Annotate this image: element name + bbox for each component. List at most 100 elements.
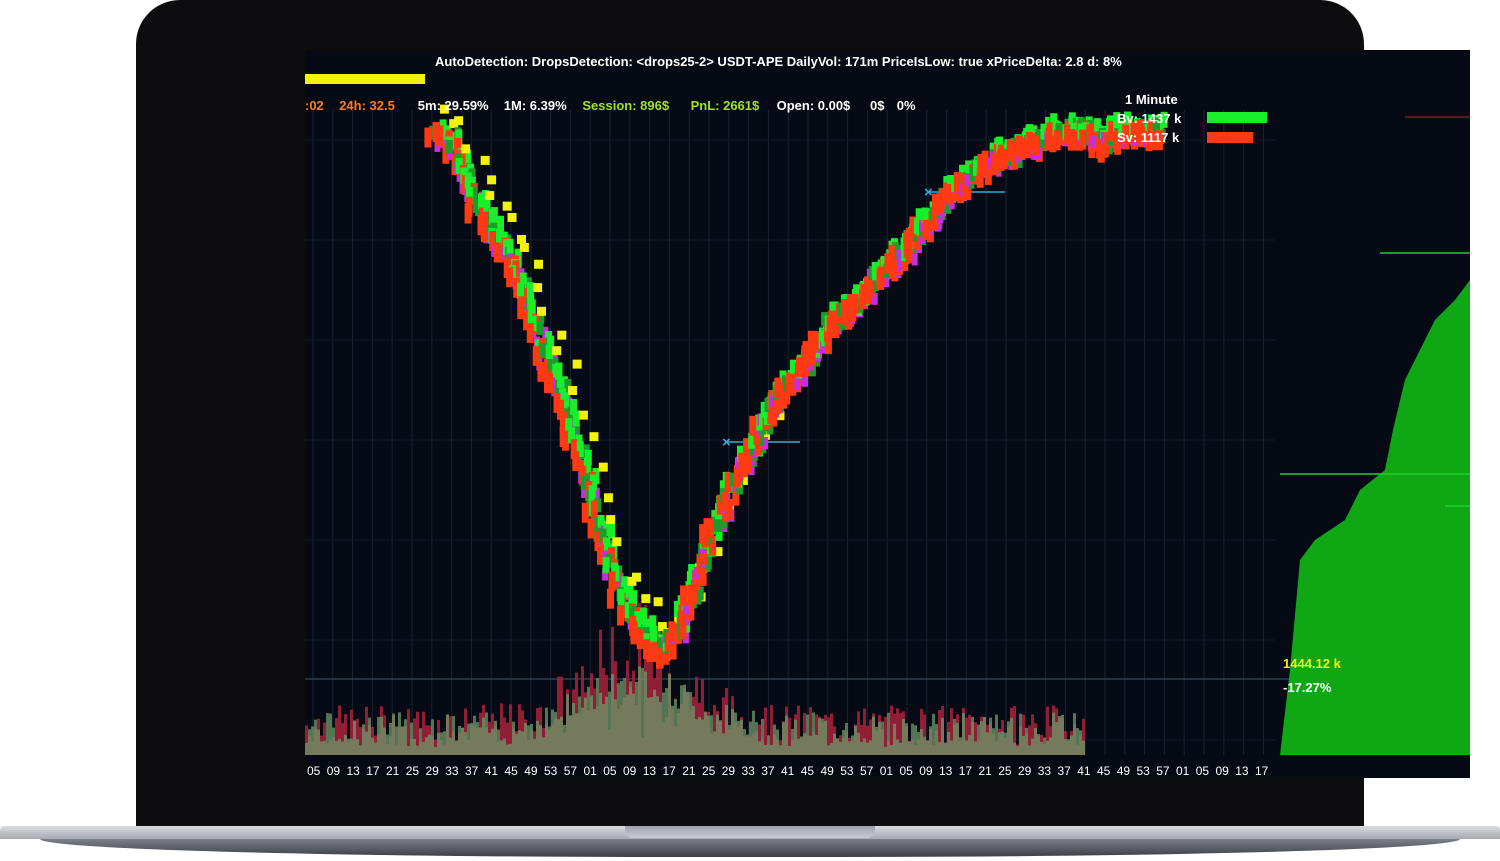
volume-bar: [812, 712, 815, 755]
sell-mark: [981, 150, 989, 171]
volume-bar: [500, 703, 503, 755]
x-axis-tick: 25: [406, 764, 420, 778]
volume-bar: [809, 707, 812, 755]
sell-mark: [581, 502, 589, 523]
volume-bar: [383, 727, 386, 755]
volume-bar: [641, 667, 644, 755]
volume-bar: [518, 704, 521, 755]
buy-mark: [1068, 112, 1076, 129]
buy-mark: [760, 401, 768, 418]
volume-bar: [350, 738, 353, 755]
sell-mark: [725, 499, 733, 520]
volume-bar: [1013, 742, 1016, 755]
volume-bar: [659, 702, 662, 755]
high-mark: [507, 212, 517, 222]
volume-bar: [548, 726, 551, 755]
mid-mark: [1152, 117, 1160, 132]
volume-bar: [1058, 716, 1061, 755]
sell-mark: [732, 485, 740, 506]
volume-bar: [425, 737, 428, 755]
buy-mark: [715, 524, 723, 541]
sell-mark: [579, 465, 587, 486]
volume-bar: [335, 718, 338, 755]
volume-bar: [449, 716, 452, 755]
sell-mark: [936, 193, 944, 214]
volume-bar: [1037, 733, 1040, 755]
laptop-notch: [625, 826, 875, 838]
sell-mark: [913, 229, 921, 250]
volume-bar: [956, 722, 959, 755]
high-mark: [519, 242, 529, 252]
sell-mark: [656, 648, 664, 669]
mid-mark: [580, 475, 588, 490]
x-axis-tick: 53: [544, 764, 558, 778]
volume-bar: [1079, 730, 1082, 755]
volume-bar: [890, 744, 893, 755]
sell-mark: [678, 604, 686, 625]
volume-bar: [773, 724, 776, 755]
volume-bar: [338, 738, 341, 755]
volume-bar: [587, 686, 590, 755]
volume-bar: [740, 719, 743, 755]
x-axis-tick: 21: [386, 764, 400, 778]
volume-bar: [758, 741, 761, 755]
volume-bar: [512, 721, 515, 755]
mid-mark: [730, 472, 738, 487]
high-mark: [653, 597, 663, 607]
volume-bar: [1067, 739, 1070, 755]
order-book-depth: [1280, 116, 1470, 755]
sell-mark: [888, 258, 896, 279]
buy-mark: [996, 136, 1004, 153]
sell-mark: [777, 382, 785, 403]
sell-mark: [646, 642, 654, 663]
volume-bar: [893, 723, 896, 755]
sell-mark: [905, 243, 913, 264]
volume-bar: [938, 710, 941, 755]
sell-mark: [513, 277, 521, 298]
volume-bar: [1043, 737, 1046, 755]
sell-mark: [523, 310, 531, 331]
sell-mark: [1103, 132, 1111, 153]
buy-mark: [455, 129, 463, 146]
volume-bar: [674, 698, 677, 755]
x-axis-tick: 41: [781, 764, 795, 778]
buy-mark: [465, 187, 473, 204]
volume-bar: [821, 718, 824, 755]
volume-bar: [446, 714, 449, 755]
sell-mark: [1000, 149, 1008, 170]
low-mark: [581, 485, 588, 498]
volume-bar: [344, 734, 347, 755]
volume-bar: [770, 705, 773, 755]
volume-bar: [314, 719, 317, 755]
high-mark: [567, 385, 577, 395]
stat-item: 0$: [870, 98, 885, 113]
buy-mark: [649, 615, 657, 632]
sell-mark: [570, 439, 578, 460]
volume-bar: [653, 689, 656, 755]
buy-mark: [673, 600, 681, 617]
sell-mark: [1130, 122, 1138, 143]
mid-mark: [538, 343, 546, 358]
volume-bar: [644, 671, 647, 755]
buy-mark: [552, 363, 560, 380]
volume-bar: [848, 741, 851, 755]
buy-mark: [642, 618, 650, 635]
x-axis-tick: 09: [1216, 764, 1230, 778]
sell-mark: [680, 585, 688, 606]
volume-bar: [407, 709, 410, 755]
volume-bar: [353, 720, 356, 755]
buy-mark: [557, 377, 565, 394]
sell-mark: [608, 571, 616, 592]
buy-mark: [608, 522, 616, 539]
buy-mark: [583, 457, 591, 474]
stat-item: Open: 0.00$: [777, 98, 851, 113]
sell-mark: [811, 330, 819, 351]
sell-mark: [537, 361, 545, 382]
sell-mark: [699, 565, 707, 586]
volume-bar: [695, 676, 698, 755]
volume-bar: [791, 728, 794, 755]
volume-bar: [1082, 718, 1085, 755]
mid-mark: [485, 211, 493, 226]
volume-bar: [473, 715, 476, 755]
volume-bar: [992, 728, 995, 755]
